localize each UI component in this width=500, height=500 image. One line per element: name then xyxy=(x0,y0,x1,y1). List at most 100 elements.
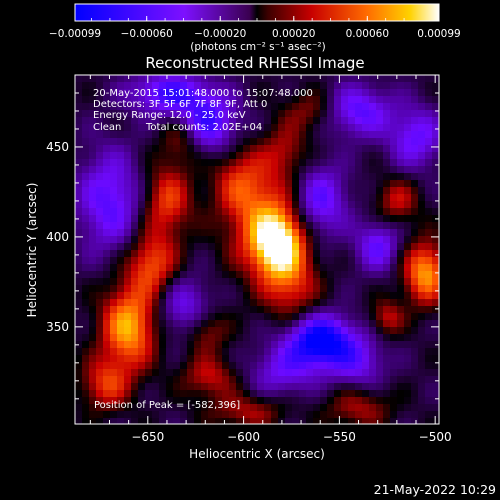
heatmap-cell xyxy=(173,138,181,146)
heatmap-cell xyxy=(250,201,258,209)
heatmap-cell xyxy=(103,299,111,307)
heatmap-cell xyxy=(250,390,258,398)
heatmap-cell xyxy=(334,117,342,125)
heatmap-cell xyxy=(110,82,118,90)
heatmap-cell xyxy=(285,110,293,118)
heatmap-cell xyxy=(243,187,251,195)
heatmap-cell xyxy=(411,362,419,370)
heatmap-cell xyxy=(173,355,181,363)
heatmap-cell xyxy=(306,145,314,153)
heatmap-cell xyxy=(166,173,174,181)
heatmap-cell xyxy=(243,173,251,181)
heatmap-cell xyxy=(327,404,335,412)
heatmap-cell xyxy=(201,131,209,139)
heatmap-cell xyxy=(369,166,377,174)
heatmap-cell xyxy=(173,236,181,244)
heatmap-cell xyxy=(201,341,209,349)
heatmap-cell xyxy=(187,404,195,412)
heatmap-cell xyxy=(341,390,349,398)
heatmap-cell xyxy=(166,236,174,244)
heatmap-cell xyxy=(327,124,335,132)
heatmap-cell xyxy=(376,138,384,146)
heatmap-cell xyxy=(215,208,223,216)
heatmap-cell xyxy=(222,250,230,258)
heatmap-cell xyxy=(138,362,146,370)
heatmap-cell xyxy=(383,89,391,97)
heatmap-cell xyxy=(208,236,216,244)
heatmap-cell xyxy=(397,418,405,425)
heatmap-cell xyxy=(285,376,293,384)
heatmap-cell xyxy=(271,390,279,398)
heatmap-cell xyxy=(292,159,300,167)
heatmap-cell xyxy=(369,236,377,244)
heatmap-cell xyxy=(187,194,195,202)
heatmap-cell xyxy=(355,264,363,272)
heatmap-cell xyxy=(96,243,104,251)
heatmap-cell xyxy=(425,369,433,377)
heatmap-cell xyxy=(96,285,104,293)
heatmap-cell xyxy=(229,271,237,279)
heatmap-cell xyxy=(369,404,377,412)
heatmap-cell xyxy=(376,376,384,384)
heatmap-cell xyxy=(243,82,251,90)
heatmap-cell xyxy=(425,404,433,412)
heatmap-cell xyxy=(348,369,356,377)
heatmap-cell xyxy=(180,404,188,412)
heatmap-cell xyxy=(313,313,321,321)
heatmap-cell xyxy=(292,208,300,216)
heatmap-cell xyxy=(131,236,139,244)
heatmap-cell xyxy=(411,327,419,335)
heatmap-cell xyxy=(278,173,286,181)
heatmap-cell xyxy=(432,397,440,405)
heatmap-cell xyxy=(348,110,356,118)
heatmap-cell xyxy=(131,166,139,174)
heatmap-cell xyxy=(166,362,174,370)
heatmap-cell xyxy=(348,187,356,195)
heatmap-cell xyxy=(243,75,251,83)
heatmap-cell xyxy=(264,131,272,139)
heatmap-cell xyxy=(222,264,230,272)
heatmap-cell xyxy=(138,124,146,132)
heatmap-cell xyxy=(285,208,293,216)
heatmap-cell xyxy=(278,159,286,167)
heatmap-cell xyxy=(404,299,412,307)
heatmap-cell xyxy=(257,201,265,209)
heatmap-cell xyxy=(110,327,118,335)
heatmap-cell xyxy=(369,110,377,118)
heatmap-cell xyxy=(82,376,90,384)
heatmap-cell xyxy=(131,397,139,405)
heatmap-cell xyxy=(425,145,433,153)
heatmap-cell xyxy=(369,145,377,153)
heatmap-cell xyxy=(313,194,321,202)
heatmap-cell xyxy=(152,278,160,286)
heatmap-cell xyxy=(96,124,104,132)
heatmap-cell xyxy=(397,222,405,230)
heatmap-cell xyxy=(159,96,167,104)
heatmap-cell xyxy=(390,250,398,258)
heatmap-cell xyxy=(397,208,405,216)
heatmap-cell xyxy=(383,180,391,188)
heatmap-cell xyxy=(173,285,181,293)
heatmap-cell xyxy=(292,110,300,118)
heatmap-cell xyxy=(383,362,391,370)
heatmap-cell xyxy=(369,82,377,90)
heatmap-cell xyxy=(292,264,300,272)
heatmap-cell xyxy=(110,411,118,419)
heatmap-cell xyxy=(355,411,363,419)
heatmap-cell xyxy=(320,397,328,405)
heatmap-cell xyxy=(229,208,237,216)
heatmap-cell xyxy=(390,75,398,83)
heatmap-cell xyxy=(306,348,314,356)
heatmap-cell xyxy=(285,187,293,195)
heatmap-cell xyxy=(194,82,202,90)
heatmap-cell xyxy=(222,285,230,293)
heatmap-cell xyxy=(397,278,405,286)
heatmap-cell xyxy=(89,355,97,363)
heatmap-cell xyxy=(152,75,160,83)
heatmap-cell xyxy=(110,320,118,328)
heatmap-cell xyxy=(418,180,426,188)
heatmap-cell xyxy=(327,222,335,230)
heatmap-cell xyxy=(390,278,398,286)
heatmap-cell xyxy=(145,341,153,349)
heatmap-cell xyxy=(236,159,244,167)
